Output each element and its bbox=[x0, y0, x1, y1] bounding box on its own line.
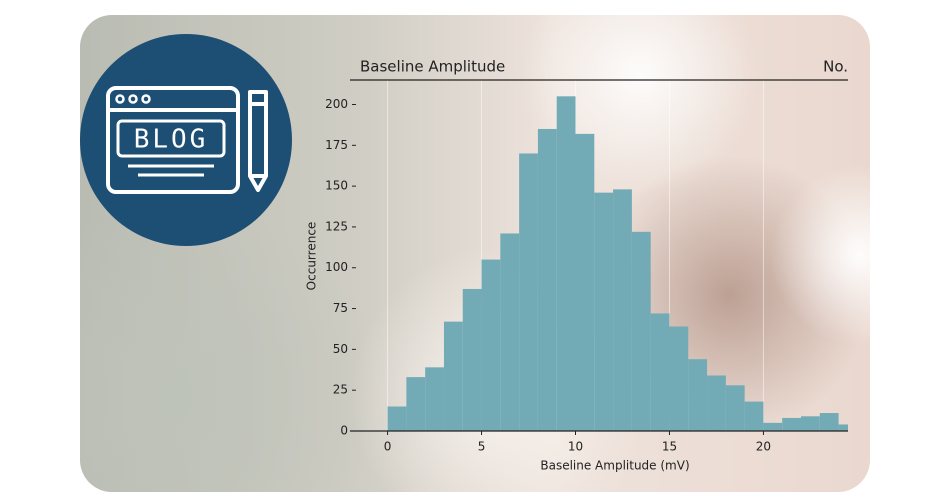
window-dot bbox=[115, 94, 125, 104]
blog-badge: BLOG bbox=[80, 34, 292, 246]
y-tick-label: 75 bbox=[333, 301, 348, 315]
x-tick-label: 5 bbox=[478, 440, 486, 454]
bar bbox=[575, 133, 595, 431]
bar bbox=[801, 416, 820, 431]
window-dot bbox=[128, 94, 138, 104]
bar bbox=[387, 406, 407, 431]
bar bbox=[631, 231, 651, 431]
badge-text: BLOG bbox=[134, 125, 209, 155]
bar bbox=[744, 401, 764, 431]
y-axis-label: Occurrence bbox=[305, 222, 319, 291]
bar bbox=[556, 96, 576, 431]
window-dot bbox=[141, 94, 151, 104]
y-tick-label: 150 bbox=[325, 179, 348, 193]
bars bbox=[387, 96, 848, 431]
window-icon bbox=[106, 86, 240, 194]
x-tick-label: 20 bbox=[756, 440, 771, 454]
pencil-icon bbox=[248, 90, 268, 192]
y-tick-label: 50 bbox=[333, 342, 348, 356]
bar bbox=[519, 153, 538, 431]
bar bbox=[537, 128, 557, 431]
bar bbox=[688, 359, 708, 431]
bar bbox=[481, 259, 501, 431]
bar bbox=[500, 233, 520, 431]
bar bbox=[725, 385, 745, 431]
bar bbox=[425, 367, 444, 431]
y-tick-label: 200 bbox=[325, 97, 348, 111]
x-tick-label: 15 bbox=[662, 440, 677, 454]
bar bbox=[669, 326, 689, 431]
x-tick-label: 10 bbox=[568, 440, 583, 454]
bar bbox=[462, 288, 482, 431]
bar bbox=[613, 189, 632, 431]
bar bbox=[406, 377, 426, 431]
x-axis-label: Baseline Amplitude (mV) bbox=[540, 459, 689, 473]
chart-title: Baseline Amplitude bbox=[360, 58, 505, 76]
bar bbox=[782, 417, 802, 431]
bar bbox=[838, 424, 848, 431]
bar bbox=[443, 321, 463, 431]
text-box bbox=[116, 119, 226, 158]
y-tick-label: 0 bbox=[340, 424, 348, 438]
bar bbox=[650, 313, 670, 431]
bar bbox=[819, 413, 839, 431]
chart-title-right: No. bbox=[823, 58, 848, 76]
y-tick-label: 100 bbox=[325, 260, 348, 274]
bar bbox=[763, 422, 783, 431]
bar bbox=[594, 192, 614, 431]
y-tick-label: 175 bbox=[325, 138, 348, 152]
y-tick-label: 125 bbox=[325, 219, 348, 233]
bar bbox=[707, 375, 726, 431]
x-tick-label: 0 bbox=[384, 440, 392, 454]
y-tick-label: 25 bbox=[333, 383, 348, 397]
